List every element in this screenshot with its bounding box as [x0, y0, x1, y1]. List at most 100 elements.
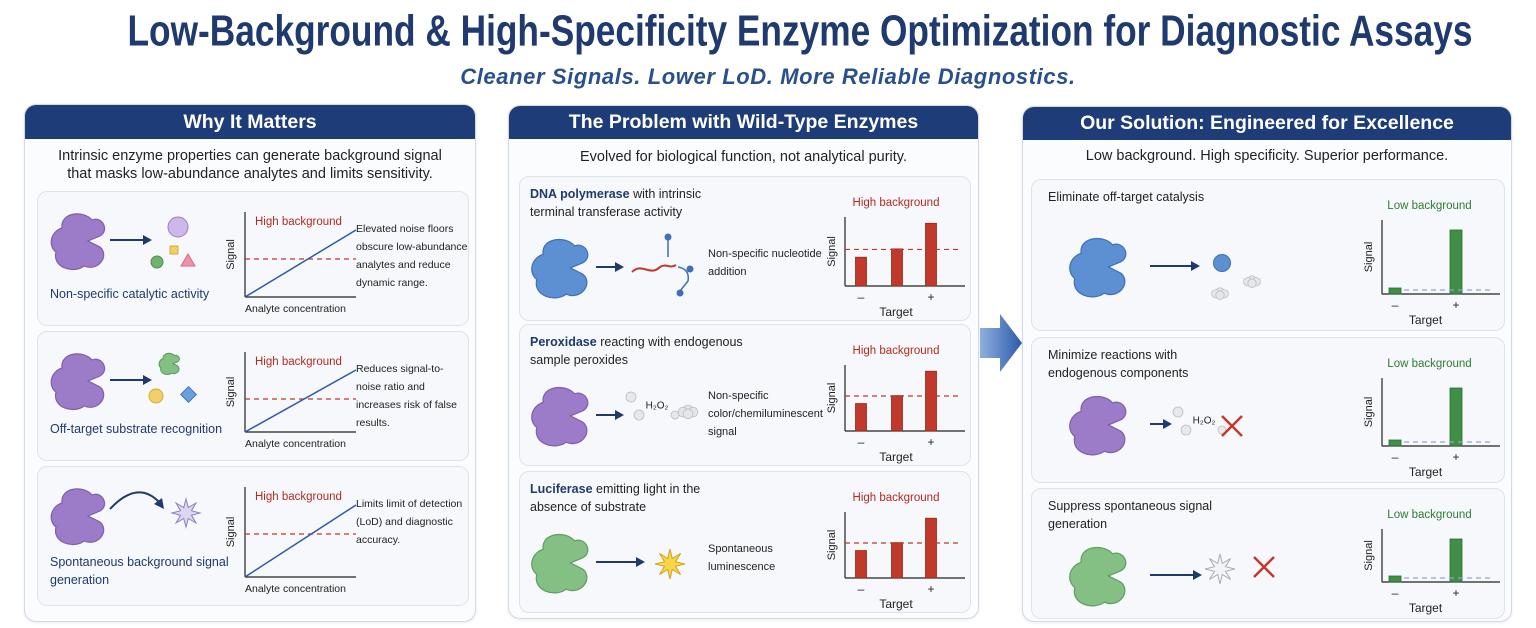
enzyme-icon	[1069, 546, 1127, 607]
chart-title: High background	[255, 356, 342, 368]
x-tick-label: –	[1392, 450, 1399, 464]
enzyme-name: Peroxidase	[530, 335, 597, 349]
bar-illustration	[1449, 229, 1463, 295]
bar-illustration	[1388, 287, 1402, 295]
y-axis-label: Signal	[826, 530, 838, 561]
row-graphic: H₂O₂ High background Signal – + Target	[531, 345, 965, 464]
enzyme-icon	[1069, 395, 1127, 456]
panel-title: Our Solution: Engineered for Excellence	[1023, 107, 1511, 140]
bar-illustration	[855, 403, 867, 432]
chart-title: High background	[255, 216, 342, 228]
enzyme-icon	[531, 238, 589, 299]
effect-text: Non-specific color/chemiluminescent sign…	[708, 390, 823, 438]
nucleotide-icon	[664, 233, 672, 241]
product-icon	[167, 216, 189, 238]
arrow-head	[1163, 419, 1172, 429]
signal-line	[244, 504, 357, 578]
effect-text: Spontaneous luminescence	[708, 543, 776, 573]
panel: Why It Matters Intrinsic enzyme propertie…	[24, 104, 476, 622]
row-card: High background Signal Analyte concentrati…	[37, 191, 469, 326]
product-icon	[150, 255, 164, 269]
enzyme-icon	[1069, 237, 1127, 298]
enzyme-icon	[531, 533, 589, 594]
row-card: H₂O₂ High background Signal – + Target Peroxid…	[519, 324, 971, 466]
x-axis-label: Target	[1409, 313, 1443, 327]
product-icon	[180, 253, 196, 267]
row-graphic: H₂O₂ Low background Signal – + Target	[1069, 358, 1500, 479]
arrow-head	[154, 498, 164, 509]
arrow-head	[1193, 570, 1202, 580]
row-graphic: High background Signal Analyte concentrati…	[50, 487, 357, 595]
x-axis-label: Target	[879, 450, 913, 464]
star-icon	[1204, 553, 1236, 585]
subtitle: Cleaner Signals. Lower LoD. More Reliabl…	[460, 64, 1076, 89]
molecule-icon	[633, 409, 645, 421]
row-label: Eliminate off-target catalysis	[1048, 190, 1205, 204]
arrow-head	[143, 375, 152, 385]
nucleotide-chain	[667, 239, 690, 292]
row-card: High background Signal – + Target DNA polymer…	[519, 176, 971, 321]
x-tick-label: +	[927, 290, 934, 304]
enzyme-icon	[50, 488, 106, 546]
row-graphic: High background Signal – + Target	[531, 492, 965, 611]
bar-illustration	[925, 370, 937, 432]
cloud-icon	[682, 408, 694, 420]
cloud-icon	[1247, 278, 1257, 288]
arrow-head	[615, 410, 624, 420]
panel-intro: Intrinsic enzyme properties can generate…	[58, 148, 442, 182]
panel-intro: Low background. High specificity. Superi…	[1085, 148, 1449, 164]
panel-intro: Evolved for biological function, not ana…	[580, 149, 907, 165]
bar-illustration	[855, 550, 867, 579]
arrow-head	[615, 262, 624, 272]
y-axis-label: Signal	[225, 239, 237, 270]
row-text: reacting with endogenous sample peroxide…	[530, 335, 743, 367]
row-label: Non-specific catalytic activity	[50, 287, 210, 301]
molecule-icon	[1180, 424, 1192, 436]
x-tick-label: +	[1452, 298, 1459, 312]
x-axis-label: Target	[1409, 465, 1443, 479]
row-label: Off-target substrate recognition	[50, 422, 223, 436]
page-title: Low-Background & High-Specificity Enzyme…	[128, 7, 1473, 56]
x-axis-label: Target	[879, 597, 913, 611]
enzyme-name: Luciferase	[530, 482, 593, 496]
enzyme-name: DNA polymerase	[530, 187, 630, 201]
row-label: Spontaneous background signal generation	[50, 555, 229, 587]
y-axis-label: Signal	[225, 517, 237, 548]
arrow-head	[143, 235, 152, 245]
row-title: Luciferase emitting light in the absence …	[530, 480, 745, 516]
x-tick-label: –	[858, 582, 865, 596]
panel-title: Why It Matters	[25, 105, 475, 139]
x-axis-label: Target	[1409, 601, 1443, 615]
x-tick-label: +	[927, 435, 934, 449]
panel: Our Solution: Engineered for Excellence L…	[1022, 106, 1512, 622]
bar-illustration	[891, 248, 903, 287]
bar-illustration	[855, 256, 867, 287]
x-tick-label: –	[858, 435, 865, 449]
nucleotide-icon	[686, 265, 694, 273]
product-icon	[158, 352, 180, 375]
row-graphic: Low background Signal – + Target	[1069, 200, 1500, 327]
molecule-icon	[625, 391, 637, 403]
molecule-icon	[1217, 425, 1227, 435]
arrow-shape	[980, 314, 1022, 372]
enzyme-icon	[531, 386, 589, 447]
row-title: Minimize reactions with endogenous compo…	[1048, 346, 1218, 382]
effect-text: Non-specific nucleotide addition	[708, 248, 822, 278]
y-axis-label: Signal	[1363, 397, 1375, 428]
x-axis-label: Analyte concentration	[245, 303, 346, 315]
chart-title: High background	[853, 197, 940, 209]
row-graphic: High background Signal – + Target	[531, 197, 965, 319]
bar-illustration	[925, 517, 937, 579]
row-title: Peroxidase reacting with endogenous sampl…	[530, 333, 745, 369]
product-icon	[169, 245, 179, 255]
row-card: High background Signal Analyte concentrati…	[37, 466, 469, 606]
x-axis-label: Analyte concentration	[245, 583, 346, 595]
molecule-icon	[1172, 406, 1184, 418]
x-tick-label: –	[858, 290, 865, 304]
row-card: High background Signal – + Target Luciferase e…	[519, 471, 971, 613]
panel: The Problem with Wild-Type Enzymes Evolve…	[508, 105, 979, 619]
row-graphic: High background Signal Analyte concentrati…	[50, 212, 357, 315]
row-description: Limits limit of detection (LoD) and diag…	[356, 498, 463, 546]
nucleotide-icon	[676, 289, 684, 297]
